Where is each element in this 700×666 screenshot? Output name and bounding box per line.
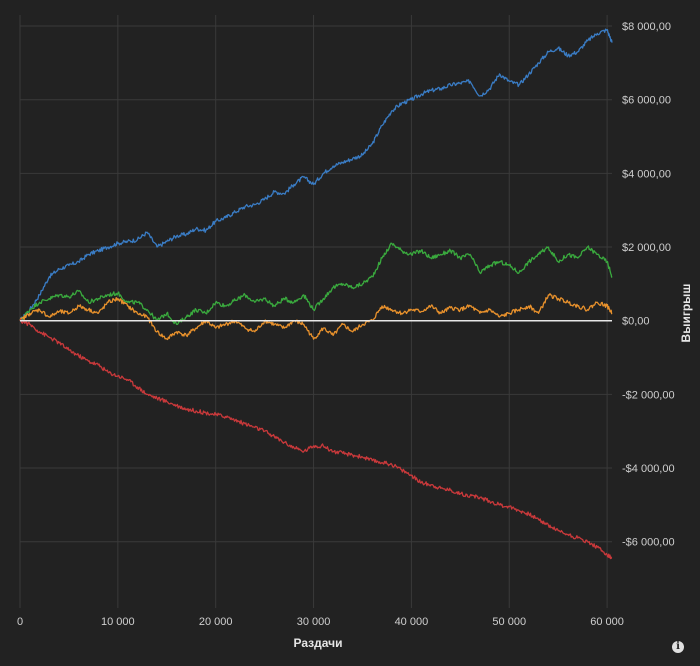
y-tick-label: -$2 000,00 xyxy=(622,389,675,401)
y-tick-label: -$6 000,00 xyxy=(622,537,675,549)
series-lines xyxy=(19,28,613,560)
y-tick-label: -$4 000,00 xyxy=(622,463,675,475)
series-line-3 xyxy=(19,293,613,341)
y-tick-label: $8 000,00 xyxy=(622,21,671,33)
x-tick-label: 0 xyxy=(17,616,23,628)
y-tick-label: $6 000,00 xyxy=(622,95,671,107)
y-axis-ticks: $8 000,00 $6 000,00 $4 000,00 $2 000,00 $0,0… xyxy=(622,21,675,549)
x-axis-title: Раздачи xyxy=(294,636,343,650)
x-tick-label: 60 000 xyxy=(590,616,624,628)
y-tick-label: $4 000,00 xyxy=(622,168,671,180)
x-tick-label: 40 000 xyxy=(395,616,429,628)
series-line-4 xyxy=(19,318,613,560)
x-tick-label: 10 000 xyxy=(101,616,135,628)
series-line-1 xyxy=(19,28,613,321)
y-tick-label: $2 000,00 xyxy=(622,242,671,254)
x-axis-ticks: 0 10 000 20 000 30 000 40 000 50 000 60 000 xyxy=(17,616,624,628)
x-tick-label: 30 000 xyxy=(297,616,331,628)
grid-lines xyxy=(19,15,612,608)
x-tick-label: 20 000 xyxy=(199,616,233,628)
y-tick-label: $0,00 xyxy=(622,316,650,328)
y-axis-title: Выигрыш xyxy=(679,284,693,343)
series-line-2 xyxy=(19,242,613,326)
x-tick-label: 50 000 xyxy=(492,616,526,628)
info-icon[interactable]: i xyxy=(672,641,684,653)
